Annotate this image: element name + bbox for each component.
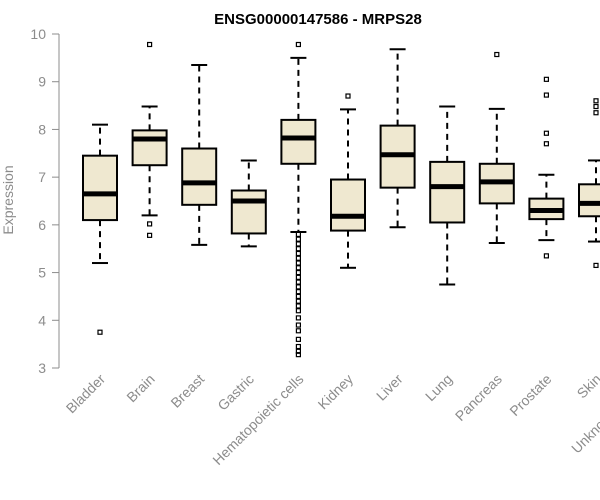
x-tick-label: Pancreas [452,371,505,424]
box-group [528,76,565,259]
y-tick-label: 5 [38,265,46,281]
y-axis-ticks: 3 4 5 6 7 8 9 10 [30,26,59,376]
outlier-point [147,41,153,48]
outlier-point [295,260,301,266]
outlier-point [543,130,550,136]
outlier-point [295,289,301,295]
outlier-point [295,241,301,247]
iqr-box [230,189,267,235]
outlier-point [295,315,301,321]
outlier-point [543,141,550,147]
outlier-point [295,303,301,309]
outlier-point [543,76,550,82]
outlier-point [147,221,153,227]
box-group [280,41,317,358]
outlier-point [593,103,599,110]
x-tick-label: Kidney [315,371,357,413]
outlier-point [295,343,301,350]
box-group [578,98,600,269]
outlier-point [295,250,301,257]
outlier-point [295,348,301,354]
outlier-point [295,255,301,261]
box-group [131,41,168,238]
outlier-point [295,236,301,242]
chart-title: ENSG00000147586 - MRPS28 [214,11,422,28]
x-tick-label: Lung [422,371,455,404]
y-axis-label: Expression [0,165,16,234]
iqr-box [280,118,317,165]
iqr-box [131,129,168,167]
y-tick-label: 4 [38,312,46,328]
box-group [330,93,366,269]
x-tick-label: Prostate [506,371,554,419]
outlier-point [295,274,301,280]
outlier-point [295,284,301,290]
x-tick-label: Skin [574,371,600,402]
box-group [379,48,416,229]
x-tick-label: Gastric [214,371,257,414]
y-tick-label: 8 [38,121,46,137]
x-tick-label: Bladder [63,371,109,417]
box-group [230,159,267,248]
boxplot-boxes [82,41,600,358]
y-tick-label: 7 [38,169,46,185]
iqr-box [181,147,218,206]
outlier-point [494,51,500,58]
outlier-point [295,231,301,237]
y-tick-label: 10 [30,26,46,42]
iqr-box [578,183,600,218]
outlier-point [543,253,550,259]
outlier-point [295,322,301,328]
outlier-point [295,41,301,48]
outlier-point [295,246,301,252]
outlier-point [295,352,301,358]
outlier-point [295,269,301,276]
y-tick-label: 9 [38,74,46,90]
outlier-point [295,279,301,285]
box-group [478,51,515,244]
iqr-box [429,160,466,224]
x-tick-label: Breast [167,371,207,411]
y-tick-label: 3 [38,360,46,376]
outlier-point [295,293,301,300]
outlier-point [543,92,550,98]
outlier-point [593,262,599,269]
x-tick-label: Brain [123,371,157,405]
iqr-box [82,154,118,222]
box-group [181,64,218,246]
outlier-point [593,98,599,104]
box-group [82,123,118,335]
y-tick-label: 6 [38,217,46,233]
outlier-point [345,93,351,99]
outlier-point [97,329,103,335]
outlier-point [593,110,599,116]
outlier-point [295,298,301,304]
outlier-point [295,328,301,334]
x-tick-label: Hematopoietic cells [209,371,306,468]
x-tick-label: Liver [373,371,406,404]
outlier-point [147,232,153,238]
outlier-point [295,308,301,314]
box-group [429,105,466,286]
outlier-point [295,336,301,342]
iqr-box [330,178,366,232]
outlier-point [295,265,301,271]
